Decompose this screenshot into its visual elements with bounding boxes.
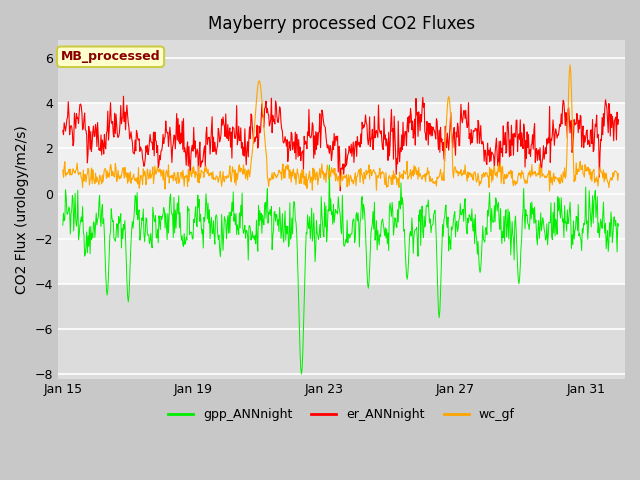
Title: Mayberry processed CO2 Fluxes: Mayberry processed CO2 Fluxes [208,15,475,33]
Y-axis label: CO2 Flux (urology/m2/s): CO2 Flux (urology/m2/s) [15,125,29,294]
Bar [58,40,625,103]
Text: MB_processed: MB_processed [61,50,161,63]
Bar [58,284,625,379]
Legend: gpp_ANNnight, er_ANNnight, wc_gf: gpp_ANNnight, er_ANNnight, wc_gf [163,403,520,426]
